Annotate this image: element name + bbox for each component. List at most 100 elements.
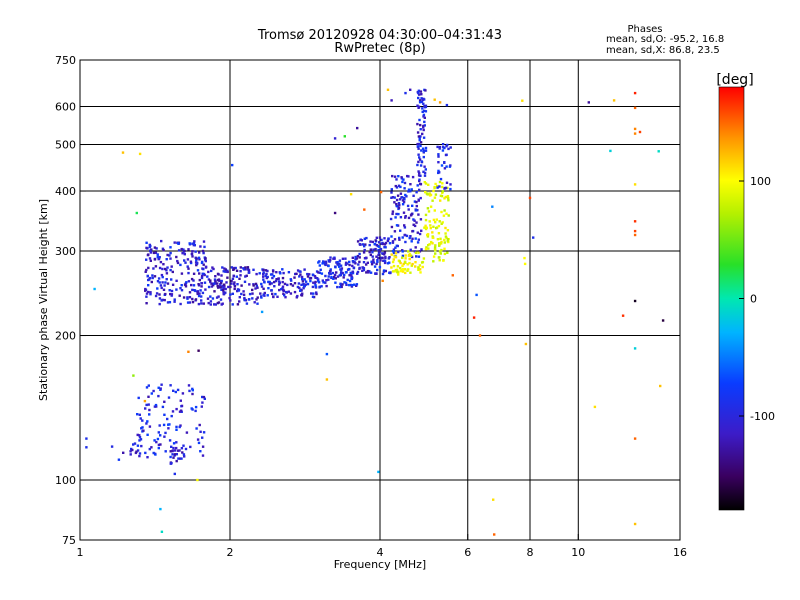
data-point <box>375 255 378 258</box>
data-point <box>245 302 249 305</box>
data-point <box>197 349 200 352</box>
data-point <box>355 283 359 286</box>
data-point <box>156 253 159 256</box>
data-point <box>214 280 217 283</box>
data-point <box>336 275 340 278</box>
data-point <box>397 273 400 276</box>
data-point <box>348 279 352 283</box>
data-point <box>238 277 241 280</box>
grid-lines <box>80 60 680 540</box>
data-point <box>157 394 160 398</box>
data-point <box>377 245 381 248</box>
data-point <box>428 192 431 195</box>
data-point <box>447 196 450 200</box>
data-point <box>391 250 395 253</box>
data-point <box>187 384 191 387</box>
data-point <box>149 291 152 294</box>
data-point <box>204 288 207 291</box>
data-point <box>447 199 450 202</box>
data-point <box>338 285 342 289</box>
data-point <box>201 249 205 253</box>
data-point <box>369 271 373 274</box>
data-point <box>216 278 220 282</box>
data-point <box>445 181 449 184</box>
data-point <box>210 282 213 285</box>
data-point <box>191 392 194 396</box>
data-point <box>356 272 359 275</box>
data-point <box>283 282 287 286</box>
data-point <box>162 423 166 427</box>
data-point <box>397 206 401 209</box>
x-tick-label: 16 <box>673 546 687 559</box>
data-point <box>171 410 175 413</box>
data-point <box>381 256 384 260</box>
data-point <box>181 451 184 454</box>
data-point <box>338 274 341 277</box>
data-point <box>151 276 154 280</box>
data-point <box>333 137 337 140</box>
data-point <box>372 248 375 251</box>
data-point <box>350 284 354 287</box>
data-point <box>378 236 382 239</box>
data-point <box>156 255 160 258</box>
data-point <box>179 287 182 290</box>
data-point <box>161 247 165 250</box>
data-point <box>191 300 195 304</box>
data-point <box>661 319 665 322</box>
data-point <box>402 200 406 204</box>
data-point <box>293 290 297 294</box>
data-point <box>219 286 222 289</box>
data-point <box>200 405 203 408</box>
data-point <box>166 253 169 257</box>
data-point <box>167 427 170 430</box>
data-point <box>314 285 318 288</box>
data-point <box>274 279 278 283</box>
data-point <box>281 268 284 271</box>
data-point <box>434 244 437 247</box>
data-point <box>397 175 400 178</box>
data-point <box>404 193 407 197</box>
data-point <box>282 289 285 293</box>
data-point <box>200 302 203 305</box>
data-point <box>162 288 166 291</box>
data-point <box>333 211 337 215</box>
data-point <box>391 240 395 243</box>
data-point <box>278 288 281 292</box>
data-point <box>423 181 426 184</box>
data-point <box>434 182 437 186</box>
data-point <box>419 196 422 200</box>
data-point <box>345 283 348 286</box>
data-point <box>286 283 289 287</box>
data-point <box>192 242 196 245</box>
data-point <box>233 287 236 291</box>
data-point <box>445 236 448 240</box>
data-point <box>182 248 185 251</box>
data-point <box>439 194 443 197</box>
chart-subtitle: RwPretec (8p) <box>334 41 426 56</box>
data-point <box>433 246 437 249</box>
data-point <box>374 239 377 242</box>
data-point <box>203 245 206 249</box>
data-point <box>633 91 637 95</box>
data-point <box>177 249 181 252</box>
data-point <box>416 145 420 148</box>
data-point <box>170 289 174 293</box>
data-point <box>441 185 444 189</box>
data-point <box>372 258 375 261</box>
data-point <box>175 459 178 463</box>
x-tick-label: 8 <box>527 546 534 559</box>
data-point <box>148 413 151 416</box>
data-point <box>175 428 178 431</box>
data-point <box>203 281 207 284</box>
data-point <box>193 240 196 243</box>
data-point <box>349 274 353 277</box>
data-point <box>266 269 269 273</box>
data-point <box>393 201 396 204</box>
data-point <box>523 256 526 260</box>
data-point <box>163 413 166 416</box>
data-point <box>415 221 418 224</box>
data-point <box>427 244 430 247</box>
data-point <box>368 243 371 247</box>
data-point <box>180 284 183 287</box>
data-point <box>218 279 221 283</box>
